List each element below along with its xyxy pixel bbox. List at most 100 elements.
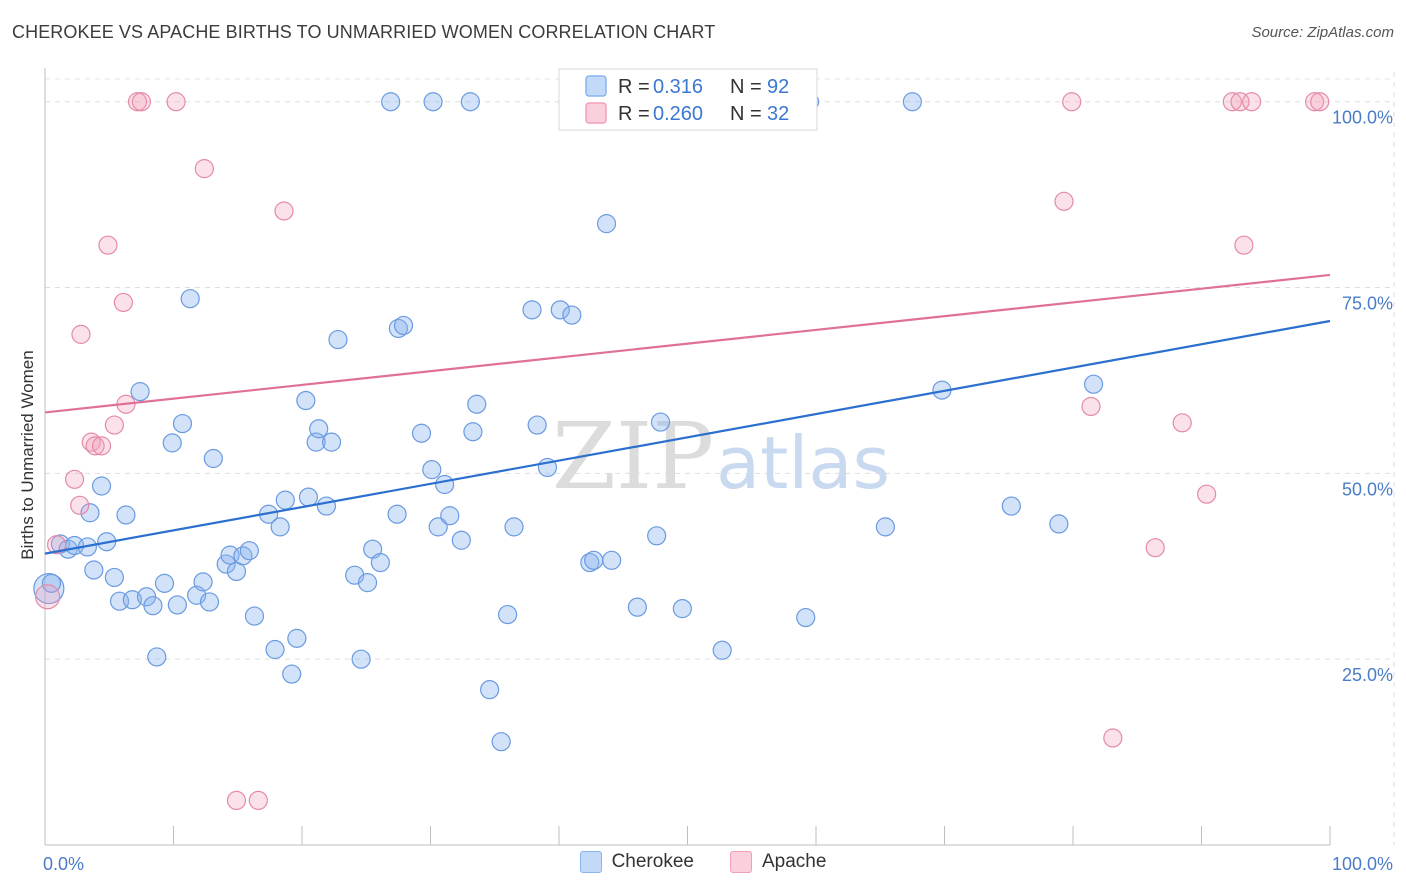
cherokee-point — [647, 526, 667, 546]
cherokee-point — [265, 639, 285, 660]
cherokee-point — [584, 550, 604, 570]
cherokee-trend-line — [44, 319, 1331, 555]
cherokee-point — [467, 394, 487, 414]
apache-point — [1310, 92, 1330, 112]
cherokee-point — [357, 573, 378, 593]
cherokee-point — [562, 305, 582, 325]
apache-point — [1304, 92, 1325, 112]
cherokee-point — [596, 214, 617, 234]
apache-point — [85, 436, 105, 456]
cherokee-point — [875, 517, 895, 537]
cherokee-point — [650, 412, 671, 432]
cherokee-point — [550, 300, 570, 320]
x-tick-label-min: 0.0% — [43, 854, 84, 874]
y-tick-label: 75.0% — [1342, 294, 1393, 314]
cherokee-point — [1049, 514, 1069, 534]
source-label: Source: ZipAtlas.com — [1251, 24, 1394, 41]
apache-point — [194, 159, 214, 179]
legend-r-value: 0.260 — [653, 103, 703, 125]
cherokee-point — [239, 541, 259, 561]
cherokee-point — [796, 607, 816, 628]
cherokee-point — [902, 92, 922, 112]
cherokee-point — [463, 422, 483, 442]
x-tick-label-max: 100.0% — [1332, 854, 1393, 874]
cherokee-point — [143, 596, 163, 616]
apache-point — [91, 436, 112, 456]
cherokee-point — [1001, 496, 1021, 516]
cherokee-point — [627, 597, 647, 617]
cherokee-swatch — [579, 851, 602, 873]
apache-point — [1242, 92, 1262, 112]
cherokee-point — [393, 315, 414, 336]
legend-swatch — [585, 102, 607, 124]
apache-point — [81, 432, 101, 452]
apache-point — [104, 415, 124, 435]
apache-point — [1222, 92, 1242, 112]
apache-point — [131, 92, 151, 112]
cherokee-point — [80, 503, 100, 523]
cherokee-point — [147, 647, 167, 667]
cherokee-point — [104, 567, 124, 588]
watermark: ZIP atlas — [552, 403, 890, 510]
cherokee-point — [275, 490, 295, 510]
trend-lines — [44, 273, 1331, 555]
apache-point — [274, 201, 294, 221]
apache-point — [46, 535, 67, 555]
cherokee-point — [270, 517, 290, 537]
cherokee-point — [321, 432, 342, 452]
apache-point — [64, 469, 85, 489]
legend-box: R = 0.316 N = 92 R = 0.260 N = 32 — [558, 68, 818, 131]
data-points — [33, 92, 1330, 811]
cherokee-point — [180, 289, 200, 309]
cherokee-point — [527, 415, 547, 435]
cherokee-point — [233, 546, 253, 566]
cherokee-point — [316, 496, 337, 516]
legend-label-cherokee: Cherokee — [611, 851, 694, 872]
cherokee-point — [162, 433, 182, 453]
legend-swatch — [585, 75, 607, 97]
apache-point — [226, 790, 247, 811]
cherokee-point — [203, 448, 223, 469]
cherokee-point — [33, 572, 65, 605]
chart-title: CHEROKEE VS APACHE BIRTHS TO UNMARRIED W… — [12, 22, 716, 42]
legend-r-value: 0.316 — [653, 76, 703, 98]
cherokee-point — [460, 92, 480, 112]
apache-trend-line — [44, 273, 1331, 414]
cherokee-point — [172, 413, 193, 434]
cherokee-point — [193, 572, 213, 592]
y-tick-label: 50.0% — [1342, 479, 1393, 499]
cherokee-point — [1083, 374, 1104, 394]
apache-point — [98, 235, 118, 255]
apache-point — [1081, 396, 1101, 417]
cherokee-point — [435, 474, 455, 495]
legend-label-apache: Apache — [761, 851, 827, 872]
apache-point — [71, 324, 91, 344]
cherokee-point — [381, 92, 401, 112]
apache-point — [1230, 92, 1250, 112]
cherokee-point — [296, 390, 316, 411]
cherokee-point — [370, 552, 390, 573]
cherokee-point — [351, 649, 371, 669]
apache-point — [70, 495, 90, 515]
apache-point — [1145, 538, 1165, 558]
cherokee-point — [282, 664, 302, 684]
cherokee-point — [328, 329, 348, 350]
apache-point — [34, 584, 61, 610]
cherokee-point — [411, 423, 432, 443]
y-tick-label: 25.0% — [1342, 665, 1393, 685]
cherokee-point — [480, 680, 500, 700]
legend-item-cherokee: Cherokee — [579, 851, 694, 873]
legend-n-label: N = — [730, 76, 762, 98]
apache-point — [113, 292, 133, 313]
legend-r-label: R = — [618, 76, 650, 98]
cherokee-point — [116, 505, 136, 525]
cherokee-point — [491, 732, 511, 752]
cherokee-point — [298, 487, 319, 507]
watermark-atlas: atlas — [716, 421, 890, 505]
legend-n-value: 92 — [767, 76, 789, 98]
legend-item-apache: Apache — [729, 851, 827, 873]
cherokee-point — [84, 560, 104, 580]
apache-swatch — [729, 851, 752, 873]
apache-point — [166, 92, 186, 112]
apache-point — [1234, 235, 1254, 255]
